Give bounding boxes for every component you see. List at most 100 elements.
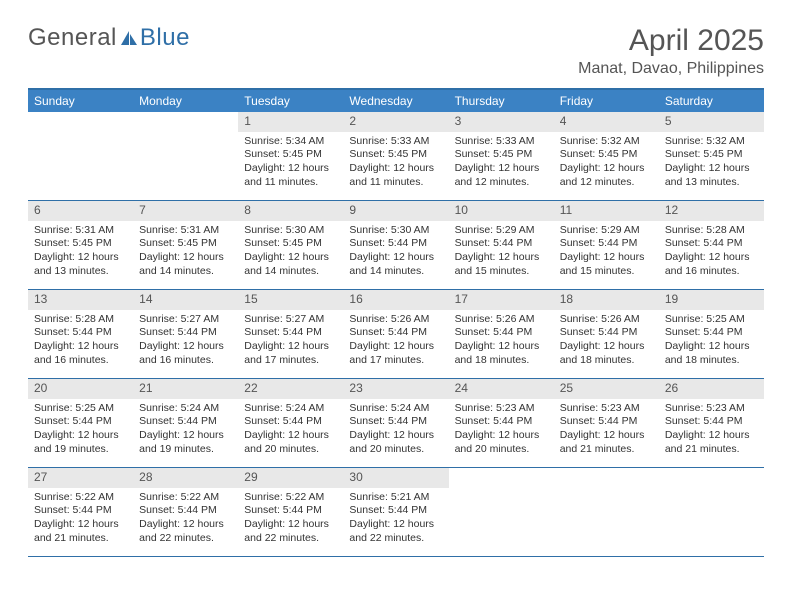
day-number: 12 (659, 201, 764, 221)
location-subtitle: Manat, Davao, Philippines (578, 60, 764, 78)
page-title: April 2025 (578, 24, 764, 58)
sunset-text: Sunset: 5:44 PM (560, 237, 653, 251)
day-number: 29 (238, 468, 343, 488)
sunset-text: Sunset: 5:45 PM (349, 148, 442, 162)
day-details: Sunrise: 5:23 AMSunset: 5:44 PMDaylight:… (659, 399, 764, 461)
daylight-text: Daylight: 12 hours and 18 minutes. (665, 340, 758, 367)
daylight-text: Daylight: 12 hours and 20 minutes. (455, 429, 548, 456)
sunset-text: Sunset: 5:44 PM (349, 237, 442, 251)
sunset-text: Sunset: 5:44 PM (455, 326, 548, 340)
day-details: Sunrise: 5:25 AMSunset: 5:44 PMDaylight:… (659, 310, 764, 372)
calendar-day: 13Sunrise: 5:28 AMSunset: 5:44 PMDayligh… (28, 290, 133, 378)
sunrise-text: Sunrise: 5:24 AM (349, 402, 442, 416)
daylight-text: Daylight: 12 hours and 15 minutes. (455, 251, 548, 278)
day-details: Sunrise: 5:24 AMSunset: 5:44 PMDaylight:… (238, 399, 343, 461)
sunrise-text: Sunrise: 5:28 AM (665, 224, 758, 238)
daylight-text: Daylight: 12 hours and 22 minutes. (139, 518, 232, 545)
day-number: 7 (133, 201, 238, 221)
calendar-day-empty (28, 112, 133, 200)
sunrise-text: Sunrise: 5:26 AM (560, 313, 653, 327)
day-number: 6 (28, 201, 133, 221)
day-number: 25 (554, 379, 659, 399)
day-details: Sunrise: 5:22 AMSunset: 5:44 PMDaylight:… (28, 488, 133, 550)
sunset-text: Sunset: 5:44 PM (455, 415, 548, 429)
daylight-text: Daylight: 12 hours and 17 minutes. (349, 340, 442, 367)
day-number: 18 (554, 290, 659, 310)
sunset-text: Sunset: 5:44 PM (139, 326, 232, 340)
sunset-text: Sunset: 5:44 PM (139, 504, 232, 518)
sunrise-text: Sunrise: 5:29 AM (455, 224, 548, 238)
day-details: Sunrise: 5:33 AMSunset: 5:45 PMDaylight:… (449, 132, 554, 194)
sunrise-text: Sunrise: 5:24 AM (139, 402, 232, 416)
day-number: 30 (343, 468, 448, 488)
calendar-week: 20Sunrise: 5:25 AMSunset: 5:44 PMDayligh… (28, 379, 764, 468)
day-details: Sunrise: 5:31 AMSunset: 5:45 PMDaylight:… (28, 221, 133, 283)
day-details: Sunrise: 5:27 AMSunset: 5:44 PMDaylight:… (238, 310, 343, 372)
sunrise-text: Sunrise: 5:26 AM (455, 313, 548, 327)
logo-text-general: General (28, 24, 117, 52)
day-details: Sunrise: 5:24 AMSunset: 5:44 PMDaylight:… (133, 399, 238, 461)
daylight-text: Daylight: 12 hours and 21 minutes. (34, 518, 127, 545)
sunrise-text: Sunrise: 5:28 AM (34, 313, 127, 327)
sunrise-text: Sunrise: 5:22 AM (139, 491, 232, 505)
day-details: Sunrise: 5:34 AMSunset: 5:45 PMDaylight:… (238, 132, 343, 194)
calendar-day: 1Sunrise: 5:34 AMSunset: 5:45 PMDaylight… (238, 112, 343, 200)
daylight-text: Daylight: 12 hours and 12 minutes. (455, 162, 548, 189)
calendar-day: 4Sunrise: 5:32 AMSunset: 5:45 PMDaylight… (554, 112, 659, 200)
calendar-day: 16Sunrise: 5:26 AMSunset: 5:44 PMDayligh… (343, 290, 448, 378)
day-number: 21 (133, 379, 238, 399)
daylight-text: Daylight: 12 hours and 14 minutes. (244, 251, 337, 278)
weekday-header: Friday (554, 90, 659, 112)
day-number: 5 (659, 112, 764, 132)
calendar-day: 8Sunrise: 5:30 AMSunset: 5:45 PMDaylight… (238, 201, 343, 289)
weekday-header: Monday (133, 90, 238, 112)
sunset-text: Sunset: 5:44 PM (349, 326, 442, 340)
day-details: Sunrise: 5:27 AMSunset: 5:44 PMDaylight:… (133, 310, 238, 372)
sunrise-text: Sunrise: 5:31 AM (139, 224, 232, 238)
calendar-day: 27Sunrise: 5:22 AMSunset: 5:44 PMDayligh… (28, 468, 133, 556)
sunrise-text: Sunrise: 5:31 AM (34, 224, 127, 238)
sunset-text: Sunset: 5:45 PM (244, 237, 337, 251)
calendar-day: 23Sunrise: 5:24 AMSunset: 5:44 PMDayligh… (343, 379, 448, 467)
day-details: Sunrise: 5:22 AMSunset: 5:44 PMDaylight:… (133, 488, 238, 550)
day-details: Sunrise: 5:26 AMSunset: 5:44 PMDaylight:… (449, 310, 554, 372)
day-number: 14 (133, 290, 238, 310)
day-number: 22 (238, 379, 343, 399)
calendar-day: 24Sunrise: 5:23 AMSunset: 5:44 PMDayligh… (449, 379, 554, 467)
weekday-header: Tuesday (238, 90, 343, 112)
daylight-text: Daylight: 12 hours and 16 minutes. (665, 251, 758, 278)
calendar-day-empty (133, 112, 238, 200)
logo-sail-icon (119, 29, 139, 47)
daylight-text: Daylight: 12 hours and 19 minutes. (139, 429, 232, 456)
calendar-day: 11Sunrise: 5:29 AMSunset: 5:44 PMDayligh… (554, 201, 659, 289)
day-number: 16 (343, 290, 448, 310)
calendar-day: 17Sunrise: 5:26 AMSunset: 5:44 PMDayligh… (449, 290, 554, 378)
sunrise-text: Sunrise: 5:21 AM (349, 491, 442, 505)
day-number: 17 (449, 290, 554, 310)
daylight-text: Daylight: 12 hours and 13 minutes. (34, 251, 127, 278)
day-details: Sunrise: 5:29 AMSunset: 5:44 PMDaylight:… (449, 221, 554, 283)
calendar-day: 29Sunrise: 5:22 AMSunset: 5:44 PMDayligh… (238, 468, 343, 556)
daylight-text: Daylight: 12 hours and 18 minutes. (560, 340, 653, 367)
sunrise-text: Sunrise: 5:27 AM (244, 313, 337, 327)
calendar-day-empty (659, 468, 764, 556)
sunset-text: Sunset: 5:45 PM (560, 148, 653, 162)
sunset-text: Sunset: 5:44 PM (560, 415, 653, 429)
calendar-day: 3Sunrise: 5:33 AMSunset: 5:45 PMDaylight… (449, 112, 554, 200)
day-details: Sunrise: 5:32 AMSunset: 5:45 PMDaylight:… (659, 132, 764, 194)
logo-text-blue: Blue (140, 24, 190, 52)
calendar-week: 1Sunrise: 5:34 AMSunset: 5:45 PMDaylight… (28, 112, 764, 201)
calendar-day: 26Sunrise: 5:23 AMSunset: 5:44 PMDayligh… (659, 379, 764, 467)
logo: General Blue (28, 24, 190, 52)
sunset-text: Sunset: 5:45 PM (139, 237, 232, 251)
calendar-day: 19Sunrise: 5:25 AMSunset: 5:44 PMDayligh… (659, 290, 764, 378)
calendar-day: 14Sunrise: 5:27 AMSunset: 5:44 PMDayligh… (133, 290, 238, 378)
calendar-day: 10Sunrise: 5:29 AMSunset: 5:44 PMDayligh… (449, 201, 554, 289)
sunset-text: Sunset: 5:45 PM (34, 237, 127, 251)
daylight-text: Daylight: 12 hours and 18 minutes. (455, 340, 548, 367)
sunrise-text: Sunrise: 5:22 AM (34, 491, 127, 505)
day-number: 26 (659, 379, 764, 399)
calendar-day: 21Sunrise: 5:24 AMSunset: 5:44 PMDayligh… (133, 379, 238, 467)
day-details: Sunrise: 5:21 AMSunset: 5:44 PMDaylight:… (343, 488, 448, 550)
day-details: Sunrise: 5:30 AMSunset: 5:44 PMDaylight:… (343, 221, 448, 283)
